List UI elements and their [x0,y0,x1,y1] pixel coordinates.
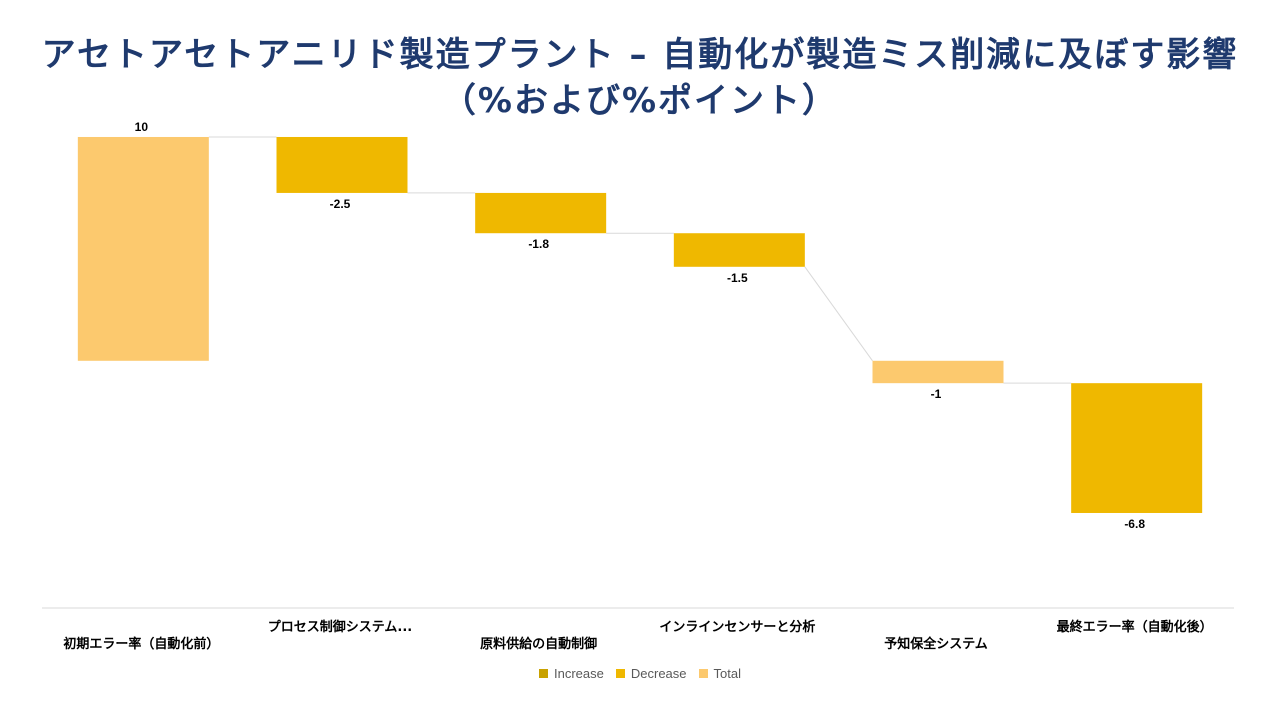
legend-swatch-decrease [615,669,625,678]
category-label-3: 原料供給の自動制御 [480,636,597,652]
legend-item-decrease: Decrease [615,666,687,681]
category-label-4: インラインセンサーと分析 [659,619,815,635]
category-label-6: 最終エラー率（自動化後） [1057,619,1213,635]
bar-1 [77,136,209,361]
legend-label-total: Total [713,666,741,681]
category-label-2: プロセス制御システム... [268,619,412,635]
category-label-5: 予知保全システム [884,636,988,652]
legend-label-decrease: Decrease [630,666,687,681]
bar-6 [1071,383,1203,513]
data-label-4: -1.5 [727,271,748,285]
data-label-6: -6.8 [1124,517,1145,531]
category-label-1: 初期エラー率（自動化前） [63,636,219,652]
data-label-3: -1.8 [528,237,549,251]
bar-5 [872,360,1004,384]
chart-title: アセトアセトアニリド製造プラント – 自動化が製造ミス削減に及ぼす影響（%および… [41,35,1239,121]
data-label-5: -1 [931,387,942,401]
bar-4 [673,233,805,267]
bar-3 [475,192,607,234]
legend-label-increase: Increase [554,666,604,681]
legend-item-total: Total [698,666,741,681]
chart-legend: Increase Decrease Total [0,666,1280,681]
data-label-2: -2.5 [330,197,351,211]
connector-line [804,266,873,362]
bar-2 [276,136,408,193]
legend-item-increase: Increase [539,666,604,681]
legend-swatch-total [698,669,708,678]
legend-swatch-increase [539,669,548,678]
data-label-1: 10 [135,120,149,134]
